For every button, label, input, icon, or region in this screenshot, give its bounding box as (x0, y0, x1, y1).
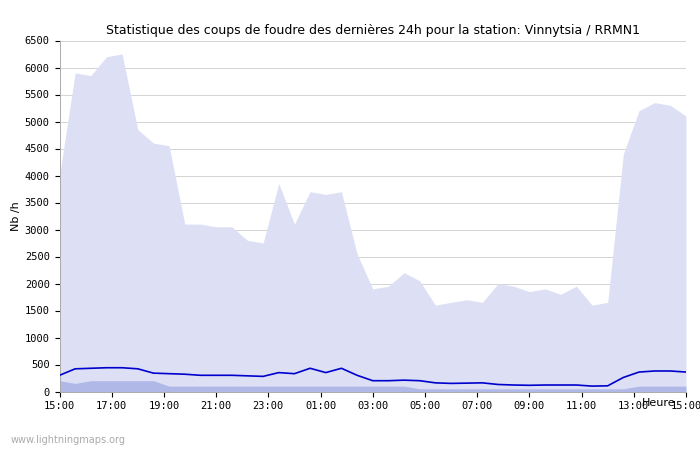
Text: www.lightningmaps.org: www.lightningmaps.org (10, 435, 125, 445)
Y-axis label: Nb /h: Nb /h (10, 201, 20, 231)
Title: Statistique des coups de foudre des dernières 24h pour la station: Vinnytsia / R: Statistique des coups de foudre des dern… (106, 23, 640, 36)
Text: Heure: Heure (642, 398, 675, 408)
